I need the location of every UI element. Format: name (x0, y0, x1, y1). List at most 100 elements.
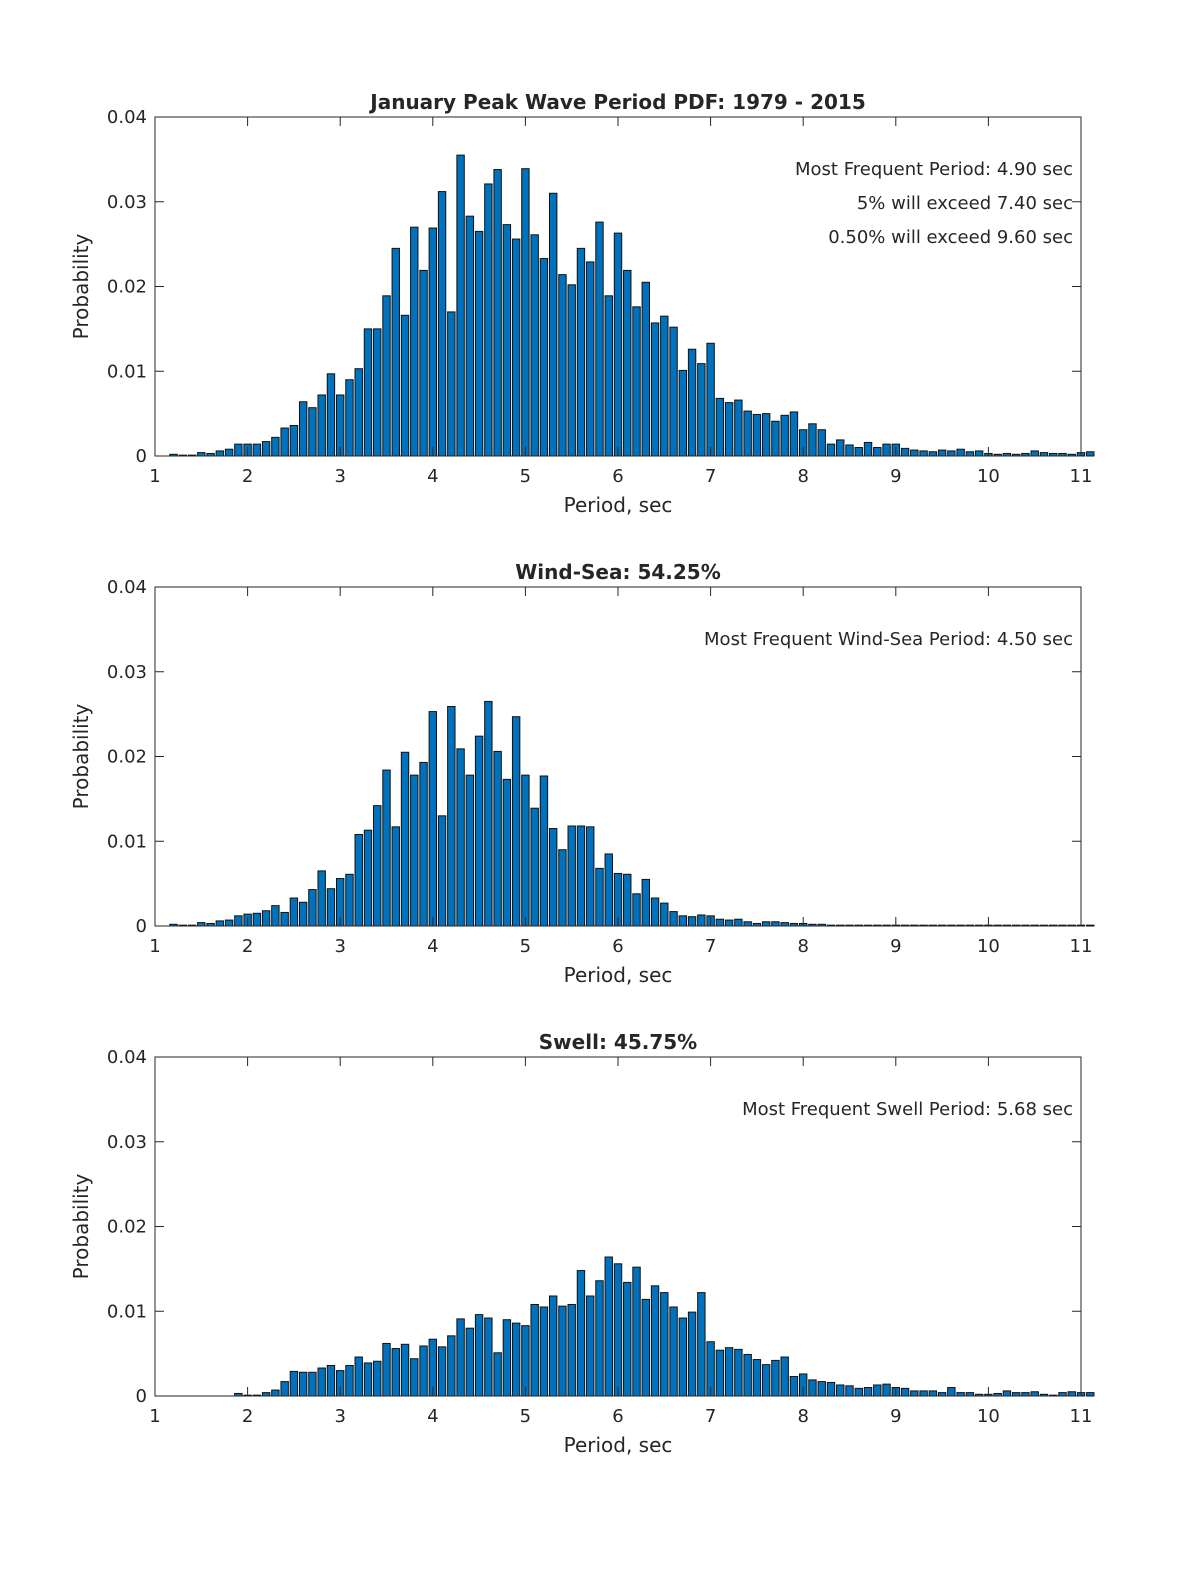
bar (558, 274, 567, 457)
bar (224, 448, 234, 457)
bar (706, 342, 715, 457)
bar (558, 1305, 567, 1397)
bar (863, 1387, 873, 1397)
bar (687, 1311, 697, 1397)
bar (817, 1381, 826, 1397)
bar (548, 1295, 558, 1397)
x-tick-label: 4 (427, 1406, 438, 1427)
bar (845, 444, 854, 457)
bar (1039, 452, 1049, 457)
bar (567, 284, 576, 457)
bar (465, 774, 475, 927)
bar (882, 443, 891, 457)
bar (474, 230, 484, 457)
x-tick-label: 6 (612, 466, 623, 487)
bar (604, 853, 613, 927)
bar (632, 1266, 641, 1397)
bar (1011, 1392, 1021, 1397)
bar (447, 706, 456, 927)
bar (1021, 1392, 1030, 1397)
bar (724, 1347, 734, 1397)
bar (780, 1356, 789, 1397)
bar (493, 1352, 502, 1397)
bar (734, 399, 743, 457)
bar (345, 1364, 354, 1397)
bar (280, 427, 289, 457)
bar (808, 1379, 817, 1397)
bar (910, 449, 919, 457)
bar (437, 191, 447, 457)
bar (1086, 924, 1095, 927)
bar (687, 348, 697, 457)
bar (493, 750, 502, 927)
bar (345, 873, 354, 927)
bar (317, 1367, 326, 1397)
bar (261, 441, 271, 457)
bar (345, 379, 354, 457)
bar (410, 226, 419, 457)
bar (632, 893, 641, 927)
bar (521, 774, 530, 927)
bar (678, 915, 688, 927)
bar (474, 735, 484, 927)
bar (974, 450, 984, 457)
bar (928, 451, 938, 457)
x-tick-label: 5 (520, 466, 531, 487)
bar (363, 328, 373, 457)
bar (956, 1392, 965, 1397)
bar (308, 1371, 317, 1397)
bar (919, 450, 928, 457)
bar (724, 919, 734, 927)
axis-ticks: 1 2 3 4 5 6 7 8 9 10 11 0 0.01 0.02 0.03 0.04 (107, 107, 1093, 487)
bar (632, 306, 641, 457)
bar (641, 878, 650, 927)
bar (465, 215, 475, 457)
x-axis-label: Period, sec (564, 493, 673, 517)
bar (548, 192, 558, 457)
bar (650, 1285, 660, 1397)
bar (215, 450, 225, 457)
bar (928, 1390, 938, 1397)
bar (724, 402, 734, 457)
bar (530, 1303, 539, 1397)
bar (530, 807, 539, 927)
bar (863, 441, 873, 457)
bar (780, 922, 789, 927)
bar (437, 1346, 447, 1397)
x-axis-label: Period, sec (564, 1433, 673, 1457)
bar (511, 238, 521, 457)
x-tick-label: 11 (1070, 466, 1093, 487)
bar (771, 921, 780, 927)
bar (280, 911, 289, 927)
x-tick-label: 7 (705, 1406, 716, 1427)
bar (456, 748, 465, 927)
bar (224, 919, 234, 927)
bar (308, 889, 317, 927)
bar (660, 902, 669, 927)
bar (873, 1384, 882, 1397)
bar (400, 751, 410, 927)
bar (539, 775, 549, 927)
bar (484, 1317, 493, 1397)
y-tick-label: 0.02 (107, 1217, 147, 1238)
bar (836, 439, 845, 457)
bar (641, 1298, 650, 1397)
annotation-most-frequent-period: Most Frequent Period: 4.90 sec (795, 159, 1073, 180)
bar (586, 826, 595, 927)
bar (502, 224, 512, 457)
bar (484, 700, 493, 927)
bar (493, 169, 502, 457)
bar (613, 1263, 623, 1397)
subplot-peak-period: January Peak Wave Period PDF: 1979 - 201… (69, 90, 1095, 517)
bar (261, 910, 271, 927)
bar (400, 1343, 410, 1397)
bar (373, 805, 382, 927)
bar (1030, 450, 1039, 457)
bar (771, 420, 780, 457)
bar (836, 1384, 845, 1397)
bar (419, 761, 428, 927)
bar (900, 447, 910, 457)
bar (1030, 1391, 1039, 1397)
bar (595, 867, 604, 927)
